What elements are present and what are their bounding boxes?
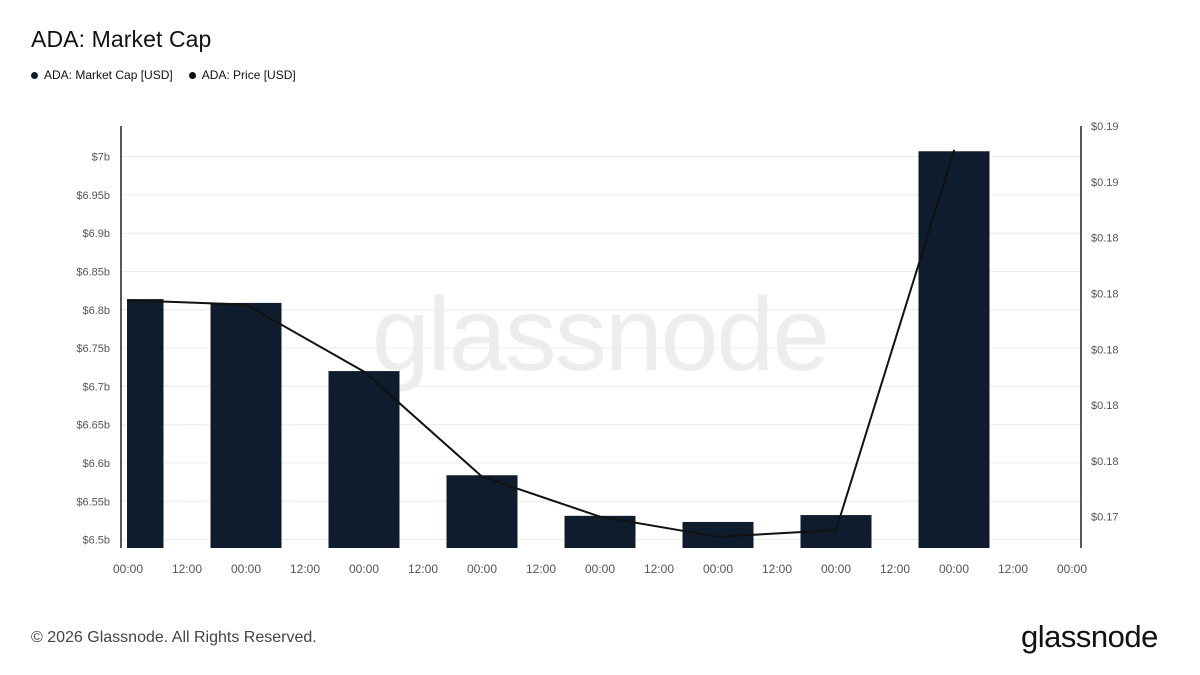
x-tick-label: 00:00: [821, 562, 851, 576]
legend-dot-icon: [31, 71, 38, 79]
y-left-tick-label: $6.55b: [76, 496, 110, 508]
x-tick-label: 00:00: [939, 562, 969, 576]
x-tick-label: 00:00: [467, 562, 497, 576]
y-right-tick-label: $0.19: [1091, 177, 1119, 189]
x-tick-label: 12:00: [290, 562, 320, 576]
y-right-tick-label: $0.18: [1091, 233, 1119, 245]
legend-label-market-cap: ADA: Market Cap [USD]: [44, 68, 173, 82]
x-tick-label: 12:00: [172, 562, 202, 576]
x-tick-label: 12:00: [998, 562, 1028, 576]
x-tick-label: 12:00: [526, 562, 556, 576]
y-right-tick-label: $0.18: [1091, 288, 1119, 300]
y-left-tick-label: $6.8b: [82, 305, 110, 317]
chart-title: ADA: Market Cap: [31, 26, 212, 52]
legend-label-price: ADA: Price [USD]: [201, 68, 296, 82]
watermark-text: glassnode: [372, 277, 828, 393]
x-tick-label: 12:00: [644, 562, 674, 576]
line-price: [127, 149, 955, 538]
x-tick-label: 00:00: [585, 562, 615, 576]
legend: ADA: Market Cap [USD] ADA: Price [USD]: [31, 68, 296, 82]
y-left-tick-label: $7b: [92, 152, 110, 164]
x-tick-label: 00:00: [231, 562, 261, 576]
y-right-tick-label: $0.19: [1091, 121, 1119, 133]
y-right-tick-label: $0.18: [1091, 400, 1119, 412]
x-tick-label: 12:00: [762, 562, 792, 576]
y-left-tick-label: $6.95b: [76, 190, 110, 202]
x-tick-label: 00:00: [113, 562, 143, 576]
bar-market-cap: [210, 302, 282, 548]
y-left-tick-label: $6.5b: [82, 535, 110, 547]
y-left-tick-label: $6.9b: [82, 228, 110, 240]
legend-item-price[interactable]: ADA: Price [USD]: [188, 68, 296, 82]
y-left-tick-label: $6.7b: [82, 381, 110, 393]
y-right-tick-label: $0.17: [1091, 512, 1119, 524]
y-left-tick-label: $6.65b: [76, 420, 110, 432]
y-right-tick-label: $0.18: [1091, 344, 1119, 356]
x-tick-label: 00:00: [703, 562, 733, 576]
legend-item-market-cap[interactable]: ADA: Market Cap [USD]: [31, 68, 173, 82]
bar-market-cap: [918, 151, 990, 548]
bar-market-cap: [446, 475, 518, 548]
legend-dot-icon: [188, 71, 196, 79]
x-tick-label: 00:00: [349, 562, 379, 576]
y-right-tick-label: $0.18: [1091, 456, 1119, 468]
bar-market-cap: [127, 299, 164, 548]
x-tick-label: 12:00: [408, 562, 438, 576]
x-tick-label: 00:00: [1057, 562, 1087, 576]
copyright-text: © 2026 Glassnode. All Rights Reserved.: [31, 629, 317, 646]
glassnode-logo[interactable]: glassnode: [1021, 619, 1158, 654]
x-tick-label: 12:00: [880, 562, 910, 576]
y-left-tick-label: $6.85b: [76, 267, 110, 279]
bar-market-cap: [328, 371, 400, 548]
y-left-tick-label: $6.75b: [76, 343, 110, 355]
y-left-tick-label: $6.6b: [82, 458, 110, 470]
